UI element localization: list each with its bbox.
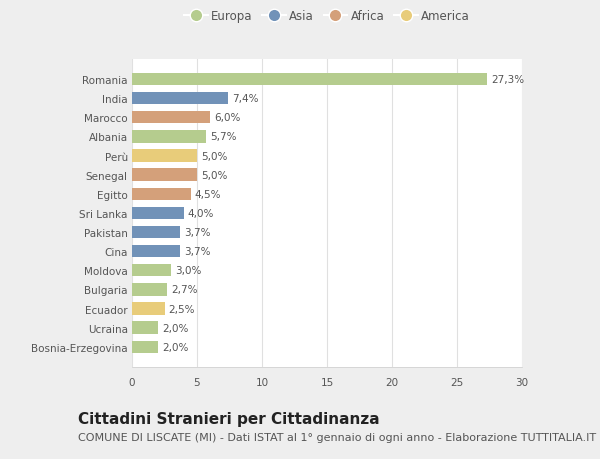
Text: 7,4%: 7,4% (232, 94, 259, 104)
Text: COMUNE DI LISCATE (MI) - Dati ISTAT al 1° gennaio di ogni anno - Elaborazione TU: COMUNE DI LISCATE (MI) - Dati ISTAT al 1… (78, 432, 596, 442)
Bar (132, 341, 158, 353)
Text: 6,0%: 6,0% (214, 113, 240, 123)
Bar (132, 188, 191, 201)
Text: 2,5%: 2,5% (169, 304, 195, 314)
Bar (132, 302, 164, 315)
Text: 3,7%: 3,7% (184, 246, 211, 257)
Text: 2,0%: 2,0% (162, 342, 188, 352)
Bar (132, 226, 180, 239)
Bar (132, 207, 184, 220)
Text: 4,5%: 4,5% (194, 190, 221, 199)
Text: 2,7%: 2,7% (171, 285, 197, 295)
Bar (132, 264, 171, 277)
Legend: Europa, Asia, Africa, America: Europa, Asia, Africa, America (184, 10, 470, 23)
Bar (132, 322, 158, 334)
Text: 4,0%: 4,0% (188, 208, 214, 218)
Text: 5,0%: 5,0% (201, 170, 227, 180)
Bar (132, 246, 180, 258)
Bar (132, 73, 487, 86)
Bar (132, 112, 210, 124)
Bar (132, 93, 228, 105)
Bar (132, 169, 197, 181)
Text: 5,0%: 5,0% (201, 151, 227, 161)
Text: 2,0%: 2,0% (162, 323, 188, 333)
Text: 5,7%: 5,7% (210, 132, 236, 142)
Text: 3,7%: 3,7% (184, 228, 211, 237)
Bar (132, 284, 167, 296)
Text: 27,3%: 27,3% (491, 75, 524, 85)
Bar (132, 131, 206, 143)
Text: Cittadini Stranieri per Cittadinanza: Cittadini Stranieri per Cittadinanza (78, 411, 380, 426)
Bar (132, 150, 197, 162)
Text: 3,0%: 3,0% (175, 266, 201, 276)
